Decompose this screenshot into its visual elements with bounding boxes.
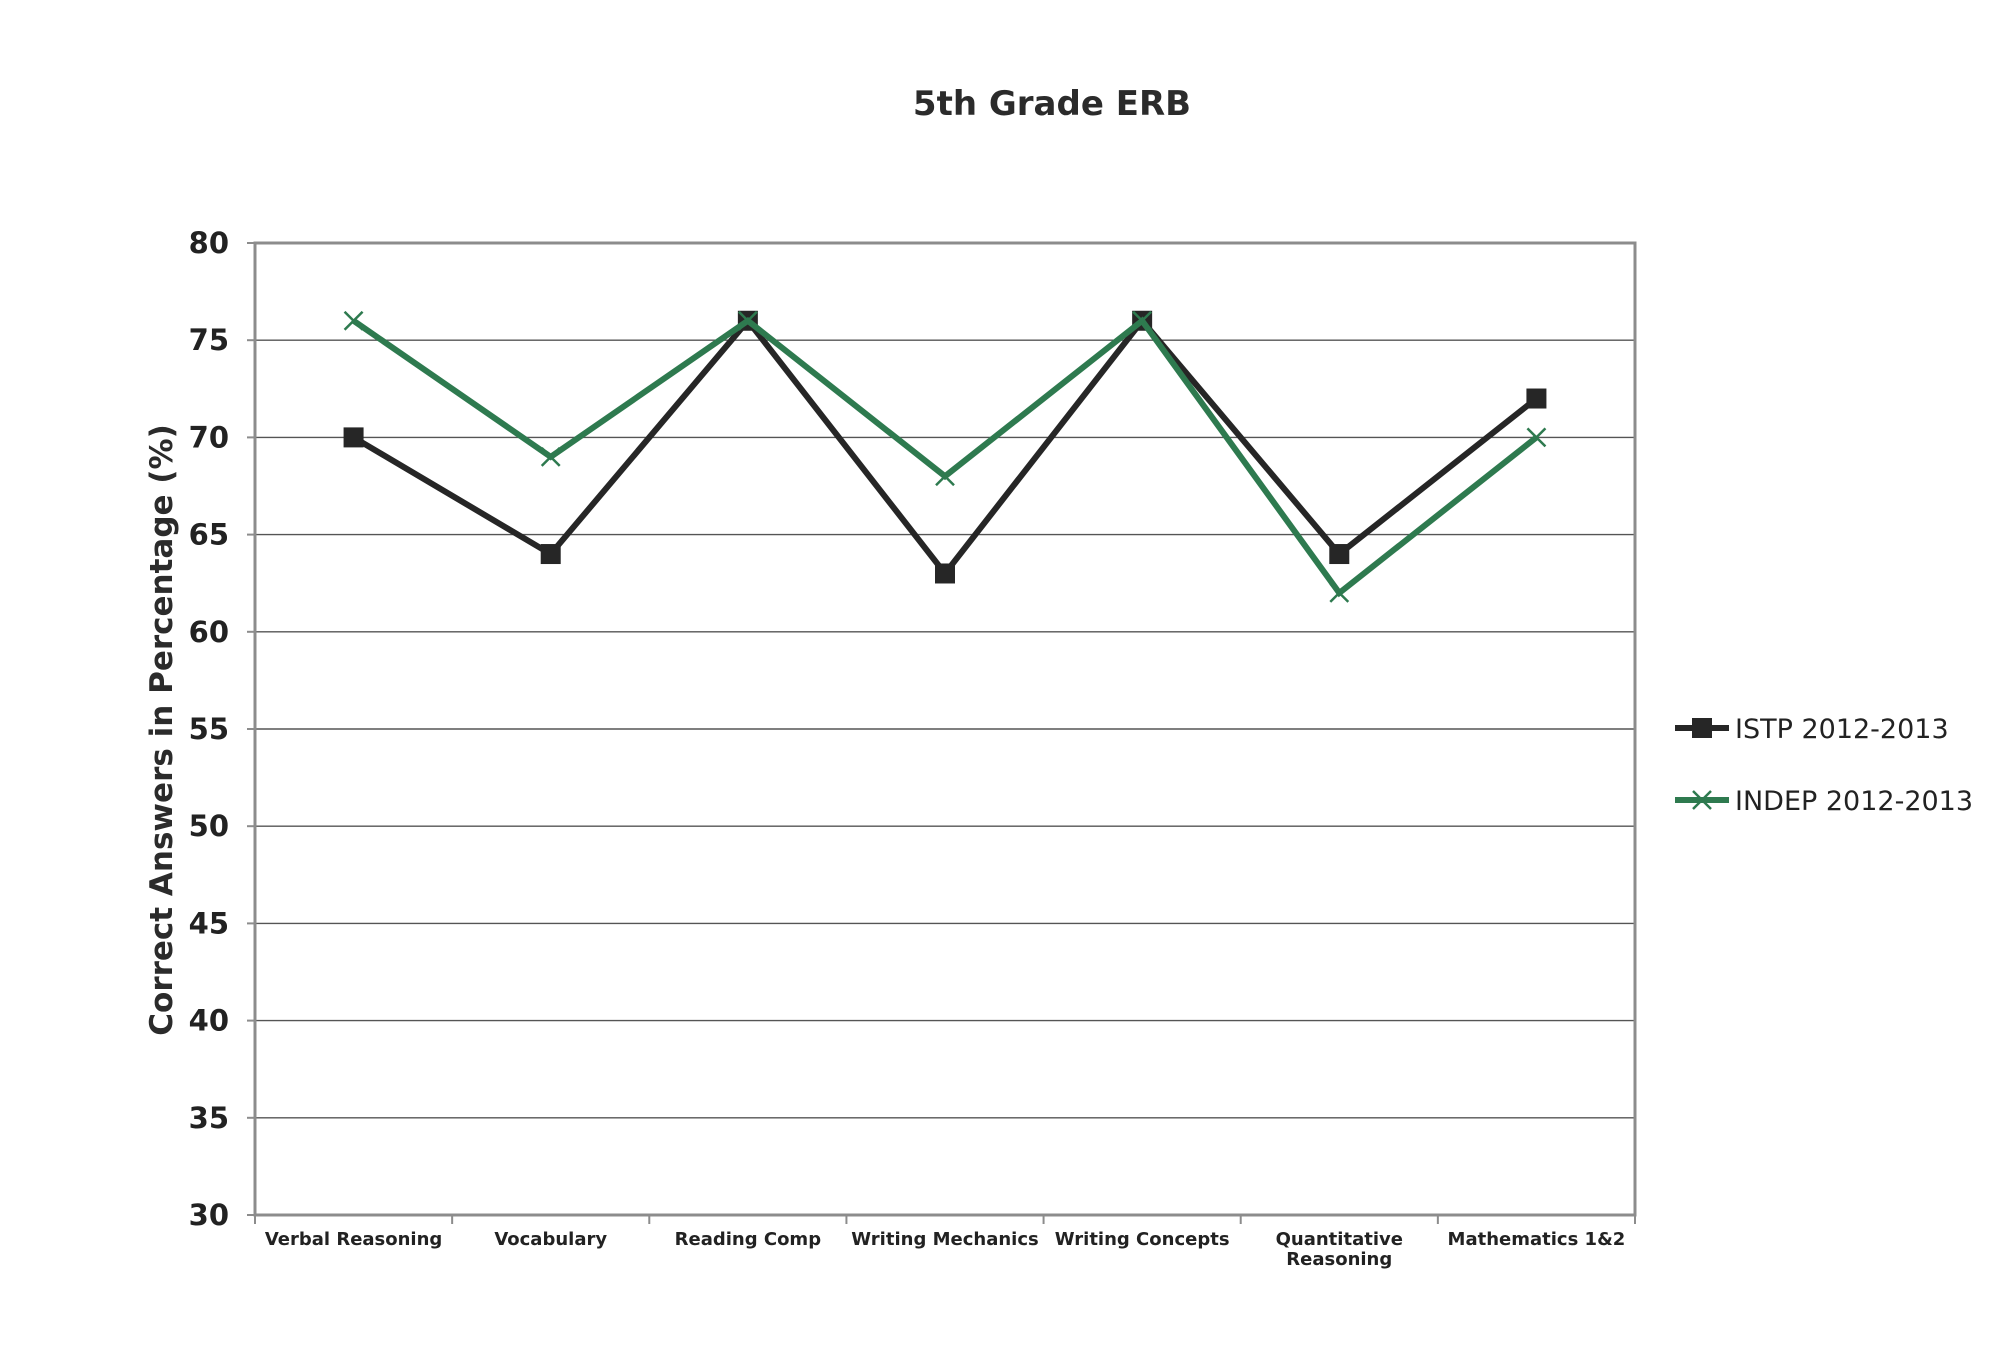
y-tick-label: 45 [189,906,229,940]
data-point [540,446,561,467]
chart-title: 5th Grade ERB [913,84,1191,124]
y-tick-label: 75 [189,323,229,357]
y-tick-label: 60 [189,615,229,649]
legend-label: INDEP 2012-2013 [1735,786,1973,817]
data-point [1132,310,1153,331]
data-point [540,544,561,565]
x-tick-label: Reading Comp [675,1229,822,1250]
x-tick-label: Quantitative Reasoning [1276,1229,1403,1270]
x-tick-label: Verbal Reasoning [265,1229,442,1250]
legend-marker [1692,790,1712,810]
legend-label: ISTP 2012-2013 [1735,714,1949,745]
series-1 [343,310,1547,584]
data-point [1329,583,1350,603]
series-line [352,316,1539,579]
data-point [1329,544,1350,565]
x-axis-ticks: Verbal Reasoning Vocabulary Reading Comp Wr… [254,1215,1636,1270]
data-point [935,563,955,584]
y-tick-label: 40 [189,1004,229,1038]
x-tick-label: Vocabulary [494,1229,607,1250]
y-axis-ticks: 30 35 40 45 50 55 60 65 70 75 80 [189,226,255,1232]
y-tick-label: 50 [189,809,229,843]
y-tick-label: 55 [189,712,229,746]
data-point [343,310,364,331]
data-point [737,310,758,331]
y-axis-label: Correct Answers in Percentage (%) [144,424,180,1035]
data-point [935,466,955,487]
y-tick-label: 30 [189,1198,229,1232]
series-line [351,316,1539,598]
y-tick-label: 35 [189,1101,229,1135]
legend-item: ISTP 2012-2013 [1675,714,1949,745]
x-tick-label: Mathematics 1&2 [1448,1229,1626,1250]
plot-area [253,241,1637,1217]
y-tick-label: 65 [189,518,229,552]
x-tick-label: Writing Mechanics [851,1229,1038,1250]
legend-marker [1692,718,1712,738]
series-2 [343,310,1547,603]
legend: ISTP 2012-2013 INDEP 2012-2013 [1675,714,1973,817]
legend-item: INDEP 2012-2013 [1675,786,1973,817]
x-tick-label: Writing Concepts [1055,1229,1230,1250]
series-layer [343,310,1547,603]
data-point [343,427,364,448]
gridlines [255,339,1635,1119]
data-point [1526,427,1547,448]
y-tick-label: 70 [189,420,229,454]
y-tick-label: 80 [189,226,229,260]
data-point [1526,388,1547,409]
